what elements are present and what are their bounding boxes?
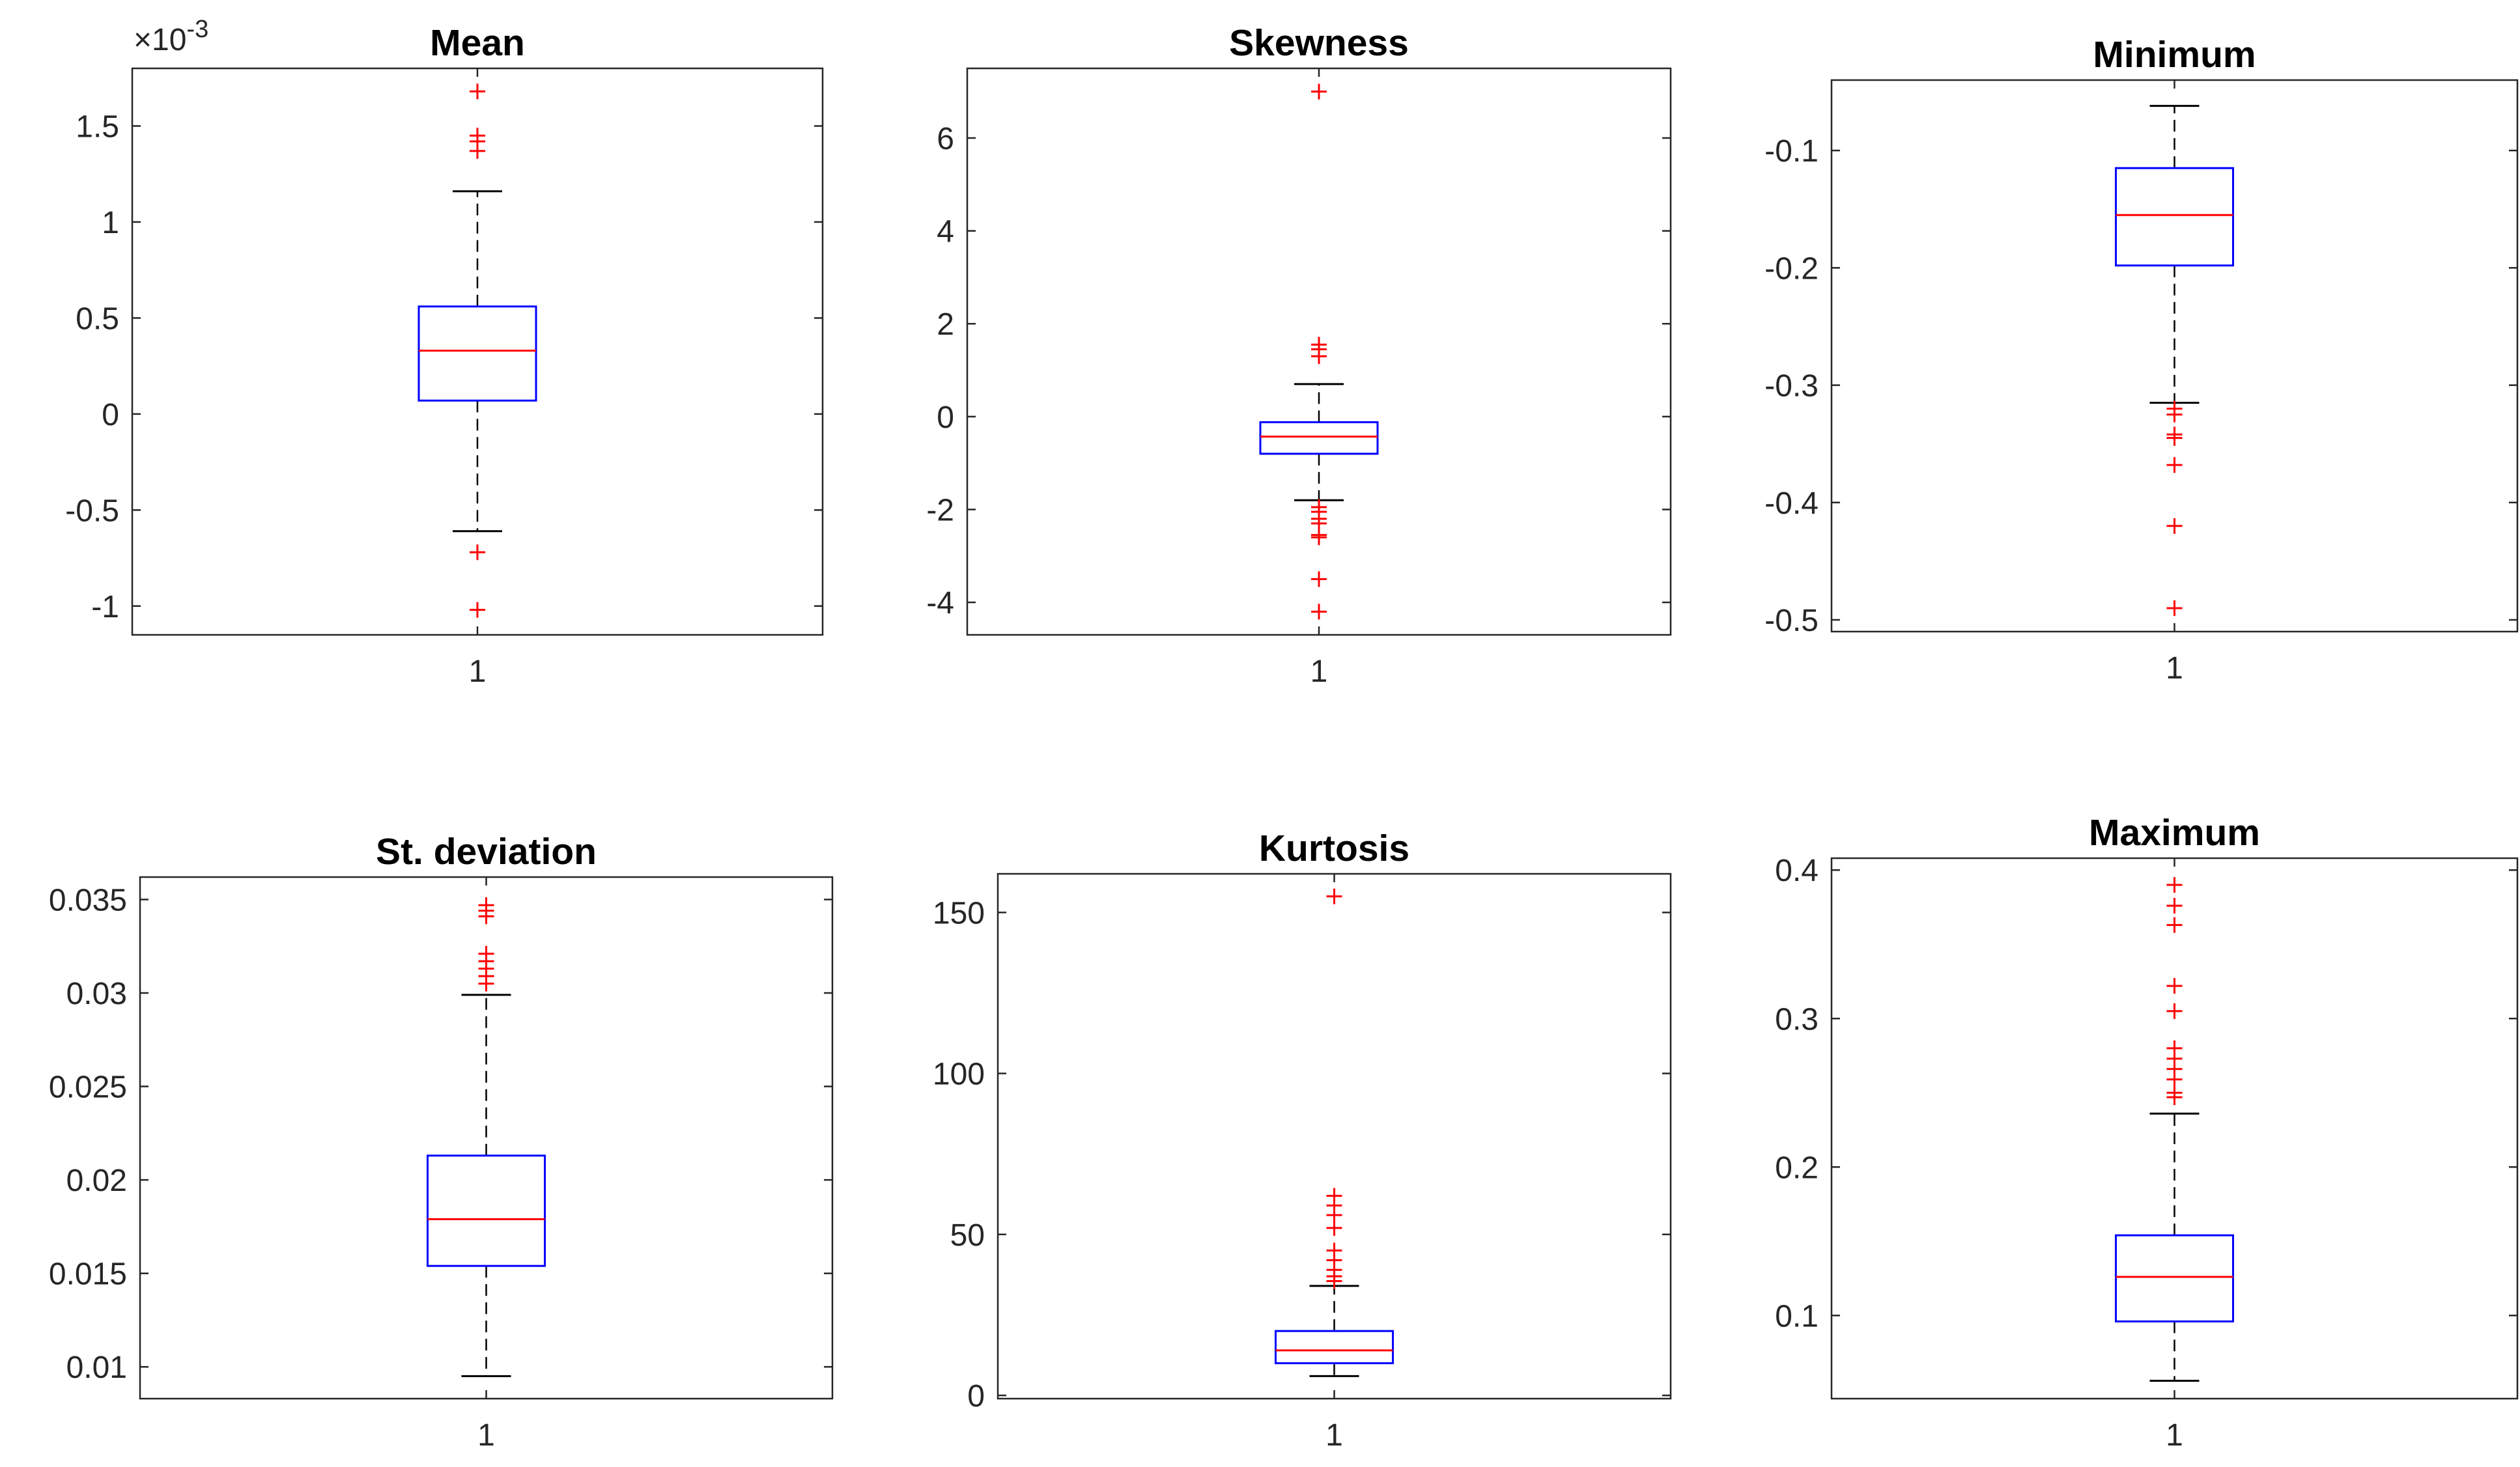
outlier-marker bbox=[1311, 529, 1327, 546]
y-tick-label: 1 bbox=[102, 206, 119, 240]
x-tick-label: 1 bbox=[469, 654, 487, 689]
y-tick-label: 0 bbox=[967, 1379, 985, 1414]
y-tick-label: 0.02 bbox=[66, 1164, 127, 1198]
outlier-marker bbox=[1326, 1220, 1342, 1236]
outlier-marker bbox=[2166, 917, 2183, 933]
y-tick-label: 100 bbox=[933, 1057, 985, 1092]
outlier-marker bbox=[1326, 888, 1342, 904]
outlier-marker bbox=[2166, 1089, 2183, 1106]
outlier-marker bbox=[2166, 877, 2183, 893]
y-tick-label: 0.3 bbox=[1775, 1002, 1819, 1037]
outlier-marker bbox=[470, 83, 485, 100]
y-tick-label: -2 bbox=[926, 493, 954, 527]
chart-panel-kurtosis: Kurtosis 0 50 100 150 1 bbox=[933, 828, 1672, 1453]
chart-panel-mean: Mean -1 -0.5 0 0.5 1 1.5 1 ×10-3 bbox=[65, 16, 824, 689]
y-tick-label: 0 bbox=[102, 398, 119, 432]
chart-title: St. deviation bbox=[376, 831, 597, 873]
chart-title: Mean bbox=[430, 22, 525, 64]
y-tick-label: -0.1 bbox=[1764, 134, 1819, 169]
outlier-marker bbox=[2166, 518, 2183, 534]
y-tick-label: 6 bbox=[937, 122, 954, 156]
outlier-marker bbox=[2166, 457, 2183, 473]
y-tick-label: 1.5 bbox=[76, 109, 119, 144]
chart-title: Kurtosis bbox=[1259, 828, 1409, 869]
outlier-marker bbox=[2166, 430, 2183, 446]
outlier-marker bbox=[1311, 604, 1327, 620]
exponent-power: -3 bbox=[186, 16, 208, 43]
iqr-box bbox=[1259, 421, 1379, 455]
chart-panel-st-deviation: St. deviation 0.01 0.015 0.02 0.025 0.03 0.035… bbox=[49, 831, 834, 1453]
y-tick-label: 0.1 bbox=[1775, 1299, 1819, 1334]
outlier-marker bbox=[478, 975, 494, 992]
y-tick-label: 0.035 bbox=[49, 883, 127, 917]
outlier-marker bbox=[1311, 83, 1327, 100]
exponent-base: ×10 bbox=[134, 23, 186, 57]
chart-title: Maximum bbox=[2089, 812, 2260, 854]
outlier-marker bbox=[2166, 1071, 2183, 1087]
iqr-box bbox=[1275, 1330, 1394, 1365]
y-tick-label: -0.3 bbox=[1764, 369, 1819, 404]
x-tick-label: 1 bbox=[2166, 1418, 2183, 1453]
outlier-marker bbox=[2166, 897, 2183, 914]
y-tick-label: 150 bbox=[933, 896, 985, 930]
y-tick-label: 0.2 bbox=[1775, 1151, 1819, 1185]
outlier-marker bbox=[470, 544, 485, 561]
x-tick-label: 1 bbox=[477, 1418, 495, 1453]
y-tick-label: 2 bbox=[937, 307, 954, 342]
outlier-marker bbox=[470, 143, 485, 159]
y-tick-label: 50 bbox=[950, 1218, 985, 1253]
outlier-marker bbox=[2166, 600, 2183, 616]
chart-panel-minimum: Minimum -0.5 -0.4 -0.3 -0.2 -0.1 1 bbox=[1764, 34, 2519, 686]
y-tick-label: -4 bbox=[926, 586, 954, 621]
outlier-marker bbox=[1311, 571, 1327, 587]
outlier-marker bbox=[1311, 348, 1327, 365]
axis-exponent-label: ×10-3 bbox=[134, 16, 208, 57]
y-tick-label: 0.015 bbox=[49, 1257, 127, 1292]
chart-panel-skewness: Skewness -4 -2 0 2 4 6 1 bbox=[926, 22, 1672, 689]
outlier-marker bbox=[470, 602, 485, 618]
y-tick-label: -1 bbox=[91, 590, 119, 624]
y-tick-label: -0.4 bbox=[1764, 486, 1819, 521]
iqr-box bbox=[2115, 1234, 2234, 1322]
y-tick-label: -0.5 bbox=[1764, 604, 1819, 638]
iqr-box bbox=[427, 1154, 546, 1267]
y-tick-label: -0.5 bbox=[65, 494, 119, 528]
iqr-box bbox=[418, 305, 537, 402]
chart-title: Minimum bbox=[2093, 34, 2256, 76]
outlier-marker bbox=[2166, 406, 2183, 423]
chart-title: Skewness bbox=[1229, 22, 1409, 64]
y-tick-label: 0.01 bbox=[66, 1350, 127, 1385]
y-tick-label: 4 bbox=[937, 215, 954, 249]
y-tick-label: 0 bbox=[937, 400, 954, 435]
chart-panel-maximum: Maximum 0.1 0.2 0.3 0.4 1 bbox=[1775, 812, 2519, 1453]
y-tick-label: -0.2 bbox=[1764, 251, 1819, 286]
outlier-marker bbox=[1326, 1273, 1342, 1289]
outlier-marker bbox=[2166, 978, 2183, 994]
y-tick-label: 0.025 bbox=[49, 1070, 127, 1105]
y-tick-label: 0.5 bbox=[76, 301, 119, 336]
outlier-marker bbox=[478, 908, 494, 925]
y-tick-label: 0.4 bbox=[1775, 854, 1819, 888]
iqr-box bbox=[2115, 167, 2234, 267]
plot-area-frame bbox=[1830, 857, 2519, 1400]
y-tick-label: 0.03 bbox=[66, 977, 127, 1011]
x-tick-label: 1 bbox=[1310, 654, 1328, 689]
x-tick-label: 1 bbox=[1325, 1418, 1343, 1453]
x-tick-label: 1 bbox=[2166, 651, 2183, 686]
outlier-marker bbox=[2166, 1003, 2183, 1019]
